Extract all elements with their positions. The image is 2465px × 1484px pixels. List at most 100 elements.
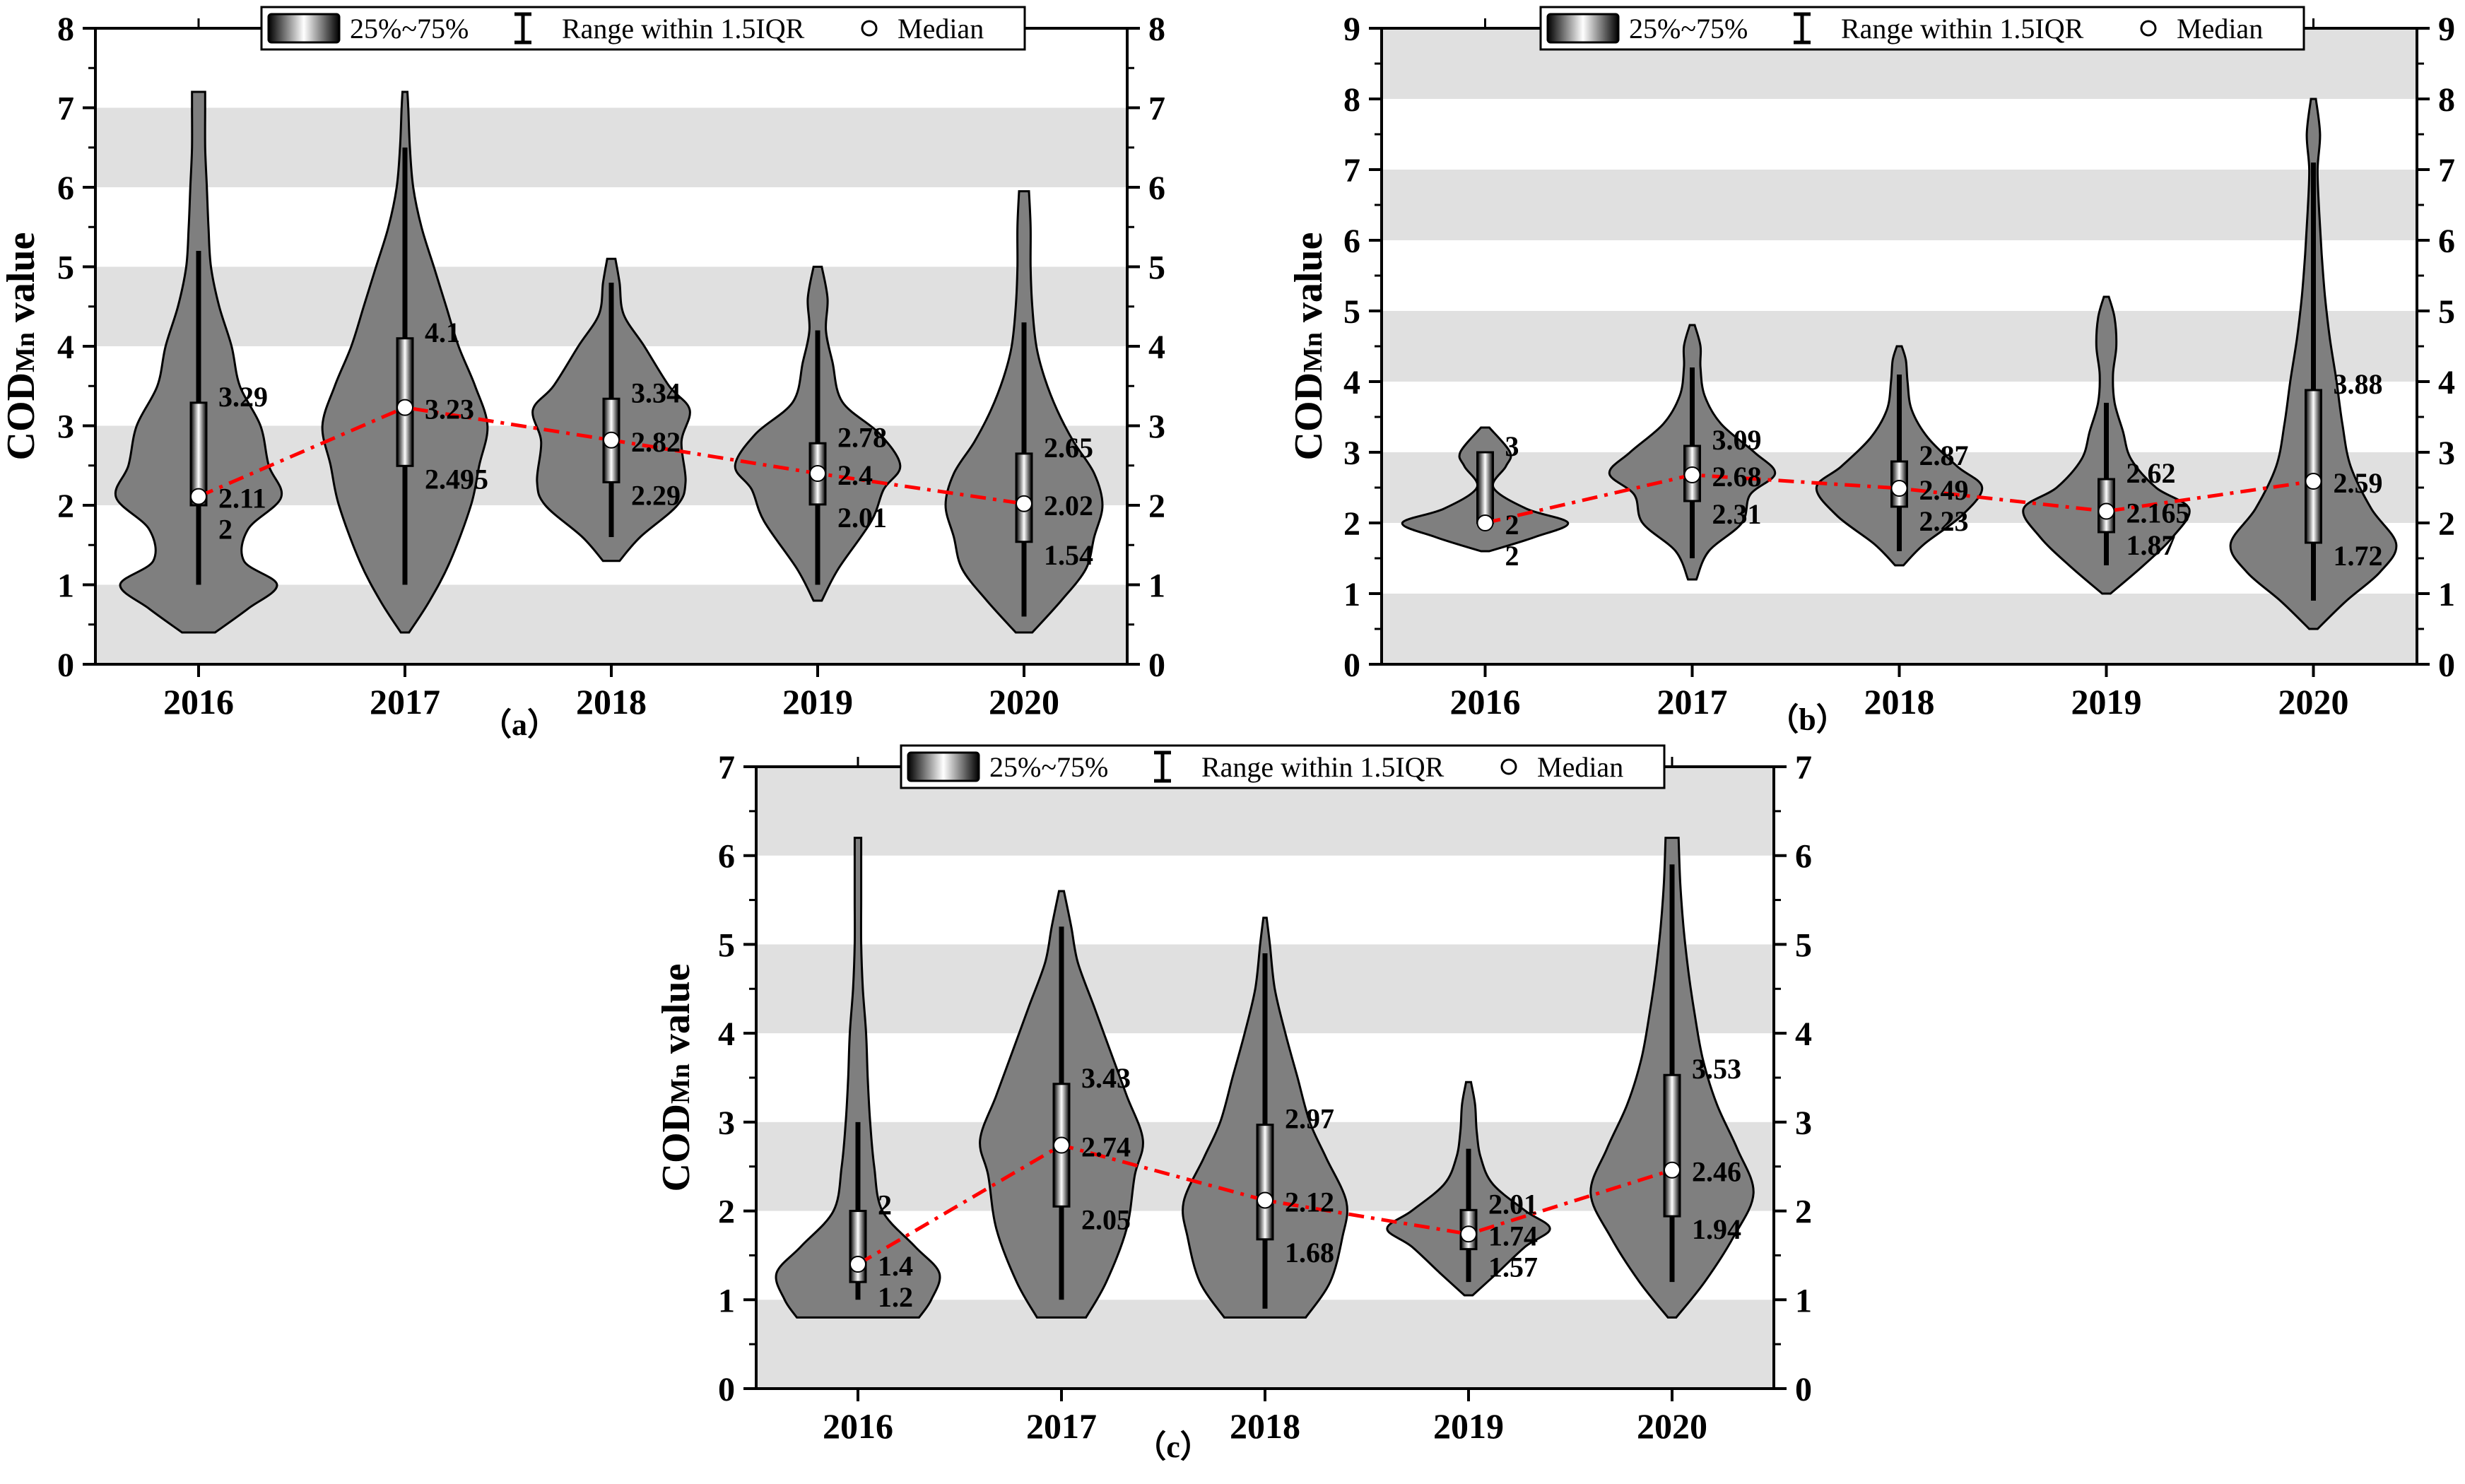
y-tick-label-left: 4 (1343, 364, 1360, 401)
median-marker-2019 (1460, 1225, 1477, 1243)
legend-median-label: Median (1537, 751, 1623, 783)
ylabel-sub: Mn (1298, 332, 1328, 372)
x-tick-label: 2020 (989, 682, 1059, 722)
legend-median-icon (861, 20, 878, 37)
q3-label: 2.62 (2126, 457, 2176, 489)
legend-median-icon (1500, 758, 1517, 775)
y-tick-label-right: 0 (1795, 1371, 1812, 1408)
y-tick-label-left: 4 (57, 329, 74, 366)
y-tick-label-left: 0 (57, 647, 74, 684)
x-tick-label: 2020 (1637, 1406, 1707, 1446)
legend-range-label: Range within 1.5IQR (562, 13, 805, 45)
y-tick-label-left: 7 (57, 90, 74, 128)
panel-a: 0 0 1 1 2 2 3 3 4 4 5 5 6 6 7 7 8 8 2016 2017 2018 2019 2020 CO… (0, 6, 1165, 742)
iqr-box-2016 (189, 401, 208, 507)
q1-label: 1.72 (2334, 540, 2383, 572)
legend-iqr-label: 25%~75% (350, 13, 469, 45)
y-tick-label-left: 5 (1343, 293, 1360, 331)
y-tick-label-left: 9 (1343, 11, 1360, 48)
y-tick-label-left: 4 (718, 1015, 735, 1053)
y-tick-label-right: 8 (1148, 11, 1165, 48)
q1-label: 2.29 (631, 479, 681, 511)
median-label: 2.68 (1712, 461, 1762, 493)
q3-label: 2.97 (1285, 1103, 1334, 1135)
y-tick-label-right: 7 (2438, 152, 2455, 189)
legend: 25%~75% Range within 1.5IQR Median (1539, 6, 2305, 51)
panel-label: （b） (1767, 702, 1847, 737)
y-tick-label-left: 3 (1343, 435, 1360, 472)
ylabel-main: COD (0, 372, 43, 460)
shaded-band (95, 107, 1127, 187)
shaded-band (1382, 594, 2417, 664)
legend-median-label: Median (898, 13, 984, 45)
q3-label: 2 (878, 1189, 892, 1221)
y-tick-label-left: 2 (1343, 505, 1360, 543)
legend-median-icon (2140, 20, 2157, 37)
q1-label: 2 (218, 514, 233, 546)
legend-box (1539, 6, 2305, 51)
y-axis-label: CODMn value (1287, 232, 1331, 460)
y-tick-label-right: 4 (1148, 329, 1165, 366)
legend-iqr-swatch (1546, 13, 1620, 44)
ylabel-main: COD (1287, 372, 1331, 460)
y-tick-label-right: 3 (1795, 1105, 1812, 1142)
y-tick-label-left: 2 (57, 488, 74, 525)
y-tick-label-right: 2 (2438, 505, 2455, 543)
y-tick-label-left: 6 (57, 170, 74, 207)
q1-label: 2 (1505, 540, 1519, 572)
y-tick-label-right: 0 (1148, 647, 1165, 684)
ylabel-suffix: value (1287, 232, 1331, 332)
y-tick-label-right: 1 (1148, 567, 1165, 605)
ylabel-sub: Mn (666, 1064, 695, 1104)
y-axis-label: CODMn value (654, 963, 698, 1191)
q3-label: 4.1 (425, 317, 460, 348)
y-tick-label-right: 8 (2438, 81, 2455, 119)
q3-label: 2.78 (837, 421, 887, 453)
median-label: 2.82 (631, 426, 681, 458)
q3-label: 3 (1505, 430, 1519, 462)
median-label: 1.74 (1488, 1220, 1538, 1252)
median-marker-2016 (190, 488, 207, 505)
y-tick-label-right: 9 (2438, 11, 2455, 48)
x-tick-label: 2018 (1230, 1406, 1300, 1446)
median-marker-2017 (396, 399, 413, 416)
iqr-box-2016 (1476, 451, 1494, 524)
y-tick-label-right: 7 (1795, 749, 1812, 787)
y-tick-label-right: 1 (2438, 576, 2455, 613)
q3-label: 2.65 (1044, 432, 1093, 464)
ylabel-sub: Mn (11, 332, 40, 372)
median-marker-2019 (809, 465, 826, 482)
median-marker-2020 (2305, 473, 2322, 490)
x-tick-label: 2016 (1450, 682, 1521, 722)
y-tick-label-right: 1 (1795, 1282, 1812, 1319)
y-tick-label-left: 2 (718, 1194, 735, 1231)
q1-label: 2.31 (1712, 498, 1762, 530)
q3-label: 3.29 (218, 381, 268, 413)
y-tick-label-left: 5 (718, 926, 735, 964)
median-label: 3.23 (425, 394, 474, 425)
y-tick-label-right: 5 (2438, 293, 2455, 331)
y-tick-label-left: 1 (57, 567, 74, 605)
legend-box (260, 6, 1026, 51)
ylabel-suffix: value (0, 232, 43, 332)
iqr-box-2020 (2305, 389, 2322, 544)
legend-iqr-swatch (267, 13, 341, 44)
y-axis-label: CODMn value (0, 232, 43, 460)
q1-label: 2.01 (837, 502, 887, 534)
q3-label: 3.88 (2334, 368, 2383, 400)
median-label: 2.46 (1692, 1156, 1741, 1188)
median-marker-2018 (1257, 1191, 1273, 1209)
legend-range-label: Range within 1.5IQR (1841, 13, 2084, 45)
median-label: 2.49 (1919, 474, 1969, 506)
y-tick-label-left: 5 (57, 249, 74, 287)
q1-label: 1.57 (1488, 1251, 1538, 1283)
y-tick-label-left: 3 (718, 1105, 735, 1142)
median-label: 2.4 (837, 459, 873, 491)
median-label: 2.165 (2126, 497, 2190, 529)
q1-label: 2.23 (1919, 505, 1969, 537)
legend-box (900, 744, 1666, 789)
y-tick-label-right: 3 (1148, 408, 1165, 446)
median-label: 2.11 (218, 483, 266, 514)
median-marker-2017 (1683, 466, 1701, 483)
